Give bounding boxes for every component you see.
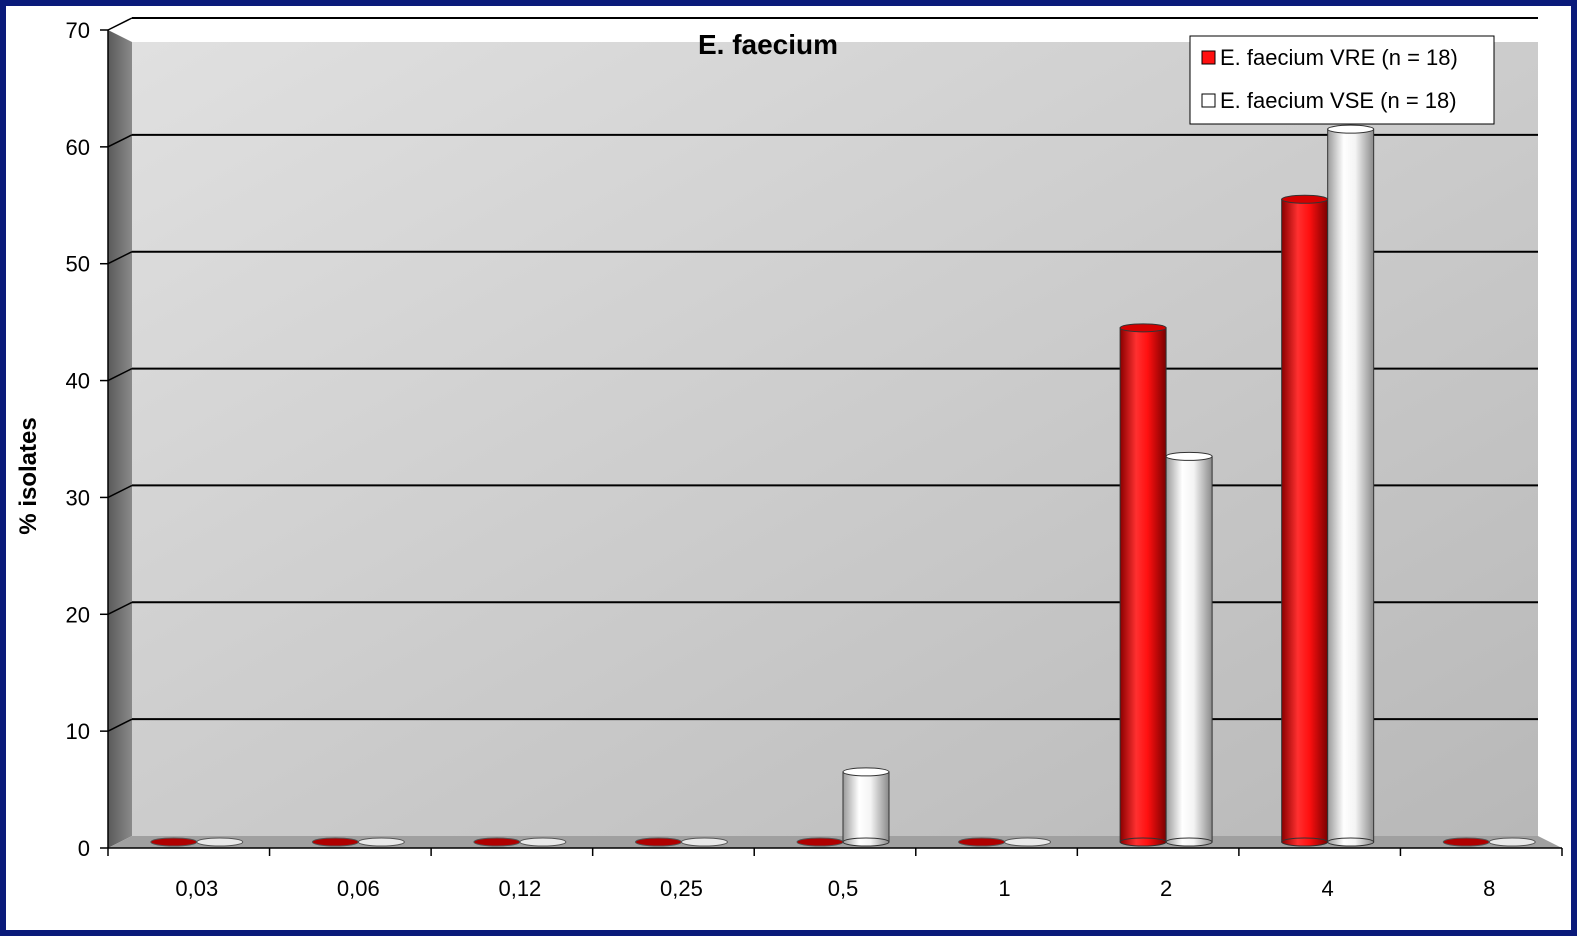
y-tick-label: 30 (66, 485, 90, 510)
bar-zero-cap (519, 837, 567, 847)
y-tick-label: 50 (66, 252, 90, 277)
bar-body (842, 771, 890, 843)
bar-zero-cap (634, 837, 682, 847)
bar-zero-cap (473, 837, 521, 847)
bar-zero-cap (796, 837, 844, 847)
bar-top (1281, 194, 1329, 204)
bar (1165, 451, 1213, 847)
bar (842, 767, 890, 847)
x-tick-label: 2 (1160, 876, 1172, 901)
bar-top (1119, 323, 1167, 333)
chart-frame: 0 10 20 30 40 50 60 70 0,03 0,06 0,12 0,25 0,5 1 2 4 8 … (6, 6, 1571, 930)
bar-body (1119, 327, 1167, 843)
x-tick-label: 0,12 (498, 876, 541, 901)
gridline-side (107, 134, 133, 148)
bar-zero-cap (150, 837, 198, 847)
bar (196, 837, 244, 847)
bar (311, 837, 359, 847)
x-tick-label: 0,03 (175, 876, 218, 901)
x-tick-label: 0,5 (828, 876, 859, 901)
bar-zero-cap (1442, 837, 1490, 847)
y-tick-label: 70 (66, 18, 90, 43)
bar (150, 837, 198, 847)
gridline-side (107, 718, 133, 732)
legend-label-vse: E. faecium VSE (n = 18) (1220, 88, 1457, 113)
bar (1004, 837, 1052, 847)
side-wall (108, 30, 132, 848)
bar (1327, 124, 1375, 847)
bar-base (1327, 837, 1375, 847)
gridline-side (107, 367, 133, 382)
legend: E. faecium VRE (n = 18) E. faecium VSE (… (1189, 35, 1495, 125)
y-axis-label: % isolates (15, 417, 42, 534)
bar-zero-cap (958, 837, 1006, 847)
bar (1488, 837, 1536, 847)
bar-top (1165, 451, 1213, 461)
bar (357, 837, 405, 847)
bar-base (1119, 837, 1167, 847)
legend-swatch-vse (1201, 93, 1216, 108)
x-axis: 0,03 0,06 0,12 0,25 0,5 1 2 4 8 (107, 847, 1563, 901)
y-tick-label: 40 (66, 369, 90, 394)
x-tick-label: 0,25 (660, 876, 703, 901)
gridline-side (107, 484, 133, 499)
bar-zero-cap (196, 837, 244, 847)
bar-zero-cap (1004, 837, 1052, 847)
bar (1281, 194, 1329, 847)
x-tick-label: 1 (998, 876, 1010, 901)
bar (958, 837, 1006, 847)
bar (796, 837, 844, 847)
bar (473, 837, 521, 847)
bar-base (842, 837, 890, 847)
bar (519, 837, 567, 847)
x-tick-label: 0,06 (337, 876, 380, 901)
bar (634, 837, 682, 847)
bars (150, 124, 1536, 847)
bar-base (1281, 837, 1329, 847)
legend-box (1189, 35, 1495, 125)
bar (1442, 837, 1490, 847)
y-tick-label: 60 (66, 135, 90, 160)
legend-swatch-vre (1201, 50, 1216, 65)
legend-label-vre: E. faecium VRE (n = 18) (1220, 45, 1458, 70)
gridline-side (107, 17, 133, 31)
bar-top (842, 767, 890, 777)
gridline-side (107, 601, 133, 615)
bar (1119, 323, 1167, 847)
y-tick-label: 10 (66, 719, 90, 744)
bar-body (1165, 455, 1213, 843)
bar-top (1327, 124, 1375, 134)
y-axis: 0 10 20 30 40 50 60 70 (66, 18, 109, 861)
bar (680, 837, 728, 847)
x-tick-label: 4 (1322, 876, 1334, 901)
chart-title: E. faecium (698, 29, 838, 60)
bar-zero-cap (311, 837, 359, 847)
x-tick-label: 8 (1483, 876, 1495, 901)
bar-zero-cap (357, 837, 405, 847)
y-tick-label: 0 (78, 836, 90, 861)
bar-zero-cap (680, 837, 728, 847)
gridline-side (107, 251, 133, 265)
y-tick-label: 20 (66, 602, 90, 627)
bar-body (1281, 198, 1329, 843)
bar-base (1165, 837, 1213, 847)
bar-zero-cap (1488, 837, 1536, 847)
bar-body (1327, 128, 1375, 843)
